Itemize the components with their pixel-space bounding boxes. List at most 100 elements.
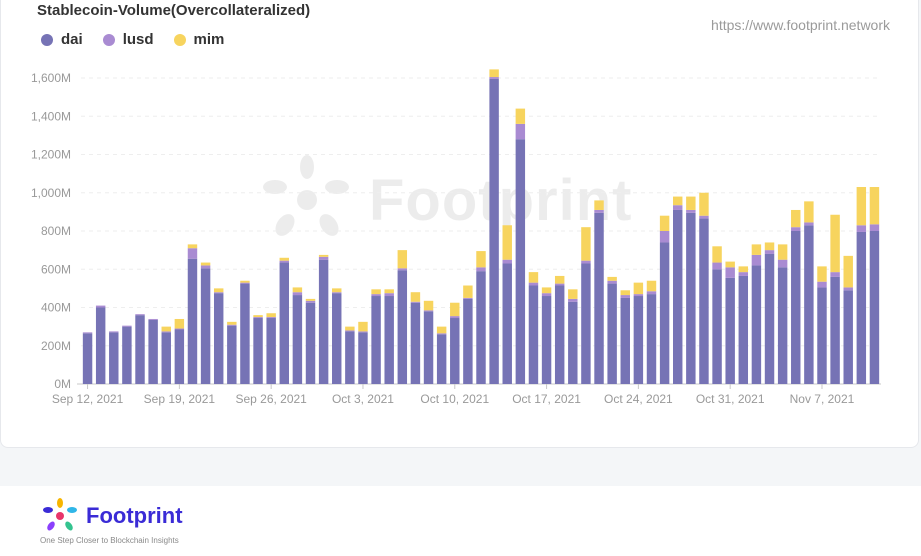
bar-mim (856, 187, 867, 226)
bar-dai (686, 212, 696, 384)
bar-dai (489, 78, 499, 385)
legend-label-mim: mim (193, 31, 225, 48)
legend-item-dai[interactable]: dai (41, 31, 83, 48)
bar-mim (869, 187, 880, 225)
bar-mim (568, 289, 578, 299)
x-tick-label: Sep 19, 2021 (144, 392, 216, 406)
x-tick-label: Oct 31, 2021 (696, 392, 765, 406)
x-tick-label: Sep 26, 2021 (235, 392, 307, 406)
footer-tagline: One Step Closer to Blockchain Insights (40, 536, 179, 545)
bar-dai (135, 315, 145, 384)
source-url[interactable]: https://www.footprint.network (711, 17, 890, 33)
bar-dai (712, 269, 722, 384)
bar-mim (266, 313, 276, 318)
bar-dai (253, 318, 263, 384)
bar-dai (528, 285, 539, 384)
bar-mim (292, 287, 303, 293)
bar-mim (777, 244, 788, 260)
bar-lusd (109, 331, 119, 333)
chart-legend: dai lusd mim (41, 31, 224, 48)
bar-lusd (174, 328, 185, 330)
bar-dai (279, 262, 289, 384)
bar-lusd (869, 224, 880, 231)
bar-dai (200, 268, 211, 384)
bar-dai (830, 276, 840, 384)
bar-lusd (607, 280, 617, 284)
bar-mim (423, 300, 434, 311)
chart-title: Stablecoin-Volume(Overcollateralized) (37, 2, 311, 19)
bar-mim (358, 321, 368, 332)
bar-dai (594, 212, 604, 384)
bar-dai (161, 332, 171, 384)
legend-label-dai: dai (61, 31, 83, 48)
bar-dai (410, 302, 421, 384)
x-tick-label: Oct 3, 2021 (332, 392, 394, 406)
x-tick-label: Oct 10, 2021 (420, 392, 489, 406)
legend-item-lusd[interactable]: lusd (102, 31, 154, 48)
bar-lusd (594, 209, 604, 213)
bar-mim (554, 275, 565, 284)
legend-item-mim[interactable]: mim (173, 31, 225, 48)
bar-dai (397, 270, 408, 384)
bar-mim (633, 282, 644, 295)
x-tick-label: Nov 7, 2021 (790, 392, 855, 406)
footer-brand[interactable]: Footprint (40, 498, 183, 534)
bar-lusd (541, 293, 552, 297)
bar-dai (148, 319, 158, 384)
legend-dot-mim (173, 33, 186, 46)
bar-dai (345, 331, 355, 384)
bar-dai (82, 333, 93, 384)
bar-mim (528, 272, 539, 283)
bar-mim (489, 69, 499, 78)
bar-mim (712, 246, 722, 263)
bar-lusd (463, 297, 473, 299)
bar-dai (305, 302, 316, 384)
bar-mim (279, 257, 289, 261)
legend-label-lusd: lusd (122, 31, 154, 48)
bar-lusd (515, 123, 526, 140)
bar-mim (318, 254, 329, 257)
legend-dot-lusd (102, 33, 115, 46)
bar-mim (227, 321, 237, 325)
bar-mim (200, 262, 211, 266)
bar-mim (436, 326, 447, 334)
bar-lusd (450, 316, 460, 319)
bar-lusd (502, 259, 512, 264)
bar-lusd (82, 332, 93, 334)
bar-dai (292, 295, 303, 384)
bar-dai (607, 283, 617, 384)
bar-dai (436, 334, 447, 384)
bar-mim (804, 201, 814, 223)
bar-dai (568, 301, 578, 384)
bar-lusd (436, 333, 447, 335)
bar-lusd (279, 260, 289, 263)
bar-mim (725, 261, 735, 268)
y-tick-label: 400M (41, 301, 71, 315)
y-tick-label: 1,400M (31, 109, 71, 123)
bar-mim (673, 196, 683, 206)
bar-mim (397, 250, 408, 269)
bar-dai (699, 218, 709, 384)
bar-dai (817, 287, 827, 384)
bar-dai (371, 296, 381, 384)
bar-mim (686, 196, 696, 210)
bar-dai (646, 294, 657, 384)
bar-lusd (673, 205, 683, 210)
bar-dai (777, 267, 788, 384)
bar-mim (541, 287, 552, 294)
bar-dai (476, 271, 486, 384)
bar-lusd (856, 225, 867, 232)
bar-lusd (804, 222, 814, 226)
bar-mim (161, 326, 171, 332)
bar-lusd (371, 294, 381, 297)
bar-lusd (646, 291, 657, 295)
bar-lusd (358, 331, 368, 333)
bar-mim (791, 209, 801, 228)
y-tick-label: 1,000M (31, 186, 71, 200)
bar-dai (515, 139, 526, 384)
bar-mim (345, 326, 355, 331)
bar-mim (646, 280, 657, 292)
bar-lusd (253, 317, 263, 319)
bar-dai (791, 231, 801, 384)
bar-mim (751, 244, 762, 255)
